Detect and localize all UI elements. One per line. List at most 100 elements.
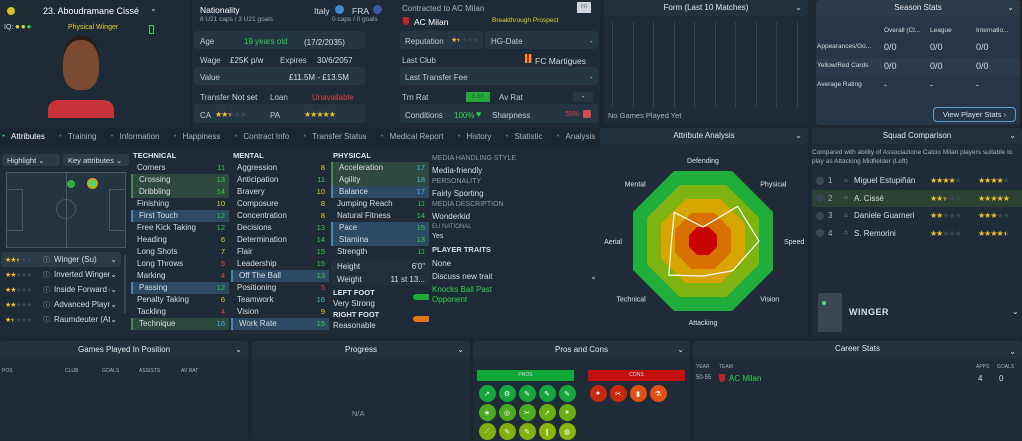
attribute-crossing[interactable]: Crossing 13 bbox=[131, 174, 229, 186]
radio-icon[interactable] bbox=[816, 194, 824, 203]
pro-icon[interactable]: ⚙ bbox=[498, 385, 516, 402]
position-selector[interactable]: WINGER bbox=[849, 307, 889, 317]
attribute-balance[interactable]: Balance 17 bbox=[331, 186, 429, 198]
attribute-technique[interactable]: Technique 16 bbox=[131, 318, 229, 330]
pro-icon[interactable]: ◍ bbox=[558, 423, 576, 440]
attribute-tackling[interactable]: Tackling 4 bbox=[131, 306, 229, 318]
tab-transfer-status[interactable]: Transfer Status bbox=[303, 132, 366, 141]
nation-fra[interactable]: FRA bbox=[352, 6, 369, 16]
pros-cons-header[interactable]: Pros and Cons ⌄ bbox=[473, 341, 690, 359]
last-club-link[interactable]: FC Martigues bbox=[535, 56, 587, 66]
pro-icon[interactable]: ✎ bbox=[558, 385, 576, 402]
tab-contract-info[interactable]: Contract Info bbox=[234, 132, 289, 141]
season-stats-header[interactable]: Season Stats ⌄ bbox=[816, 0, 1020, 16]
pro-icon[interactable]: ✎ bbox=[518, 385, 536, 402]
attribute-pace[interactable]: Pace 15 bbox=[331, 222, 429, 234]
attribute-stamina[interactable]: Stamina 13 bbox=[331, 234, 429, 246]
pro-icon[interactable]: ✎ bbox=[498, 423, 516, 440]
con-icon[interactable]: ▮ bbox=[629, 385, 647, 402]
attribute-positioning[interactable]: Positioning 5 bbox=[231, 282, 329, 294]
chevron-down-icon[interactable]: ⌄ bbox=[1012, 307, 1019, 316]
tab-attributes[interactable]: Attributes bbox=[2, 132, 45, 141]
pro-icon[interactable]: ✂ bbox=[518, 404, 536, 421]
attribute-decisions[interactable]: Decisions 13 bbox=[231, 222, 329, 234]
attribute-leadership[interactable]: Leadership 15 bbox=[231, 258, 329, 270]
squad-player-name[interactable]: Miguel Estupiñán bbox=[854, 176, 916, 186]
attribute-off-the-ball[interactable]: Off The Ball 13 bbox=[231, 270, 329, 282]
attribute-determination[interactable]: Determination 14 bbox=[231, 234, 329, 246]
attribute-passing[interactable]: Passing 12 bbox=[131, 282, 229, 294]
attribute-flair[interactable]: Flair 15 bbox=[231, 246, 329, 258]
attribute-anticipation[interactable]: Anticipation 11 bbox=[231, 174, 329, 186]
radio-icon[interactable] bbox=[816, 229, 824, 238]
tab-analysis[interactable]: Analysis bbox=[556, 132, 595, 141]
attribute-free-kick-taking[interactable]: Free Kick Taking 12 bbox=[131, 222, 229, 234]
attribute-dribbling[interactable]: Dribbling 14 bbox=[131, 186, 229, 198]
squad-row[interactable]: 4 ⌂ S. Remorini ★★★★★ ★★★★★ bbox=[812, 225, 1022, 243]
attribute-agility[interactable]: Agility 18 bbox=[331, 174, 429, 186]
role-item[interactable]: ★★★★★ ⓘ Advanced Playmak...⌄ bbox=[1, 297, 121, 312]
attribute-acceleration[interactable]: Acceleration 17 bbox=[331, 162, 429, 174]
attribute-vision[interactable]: Vision 9 bbox=[231, 306, 329, 318]
pro-icon[interactable]: ⟋ bbox=[478, 423, 496, 440]
squad-row[interactable]: 1 ⌂ Miguel Estupiñán ★★★★★ ★★★★★ bbox=[812, 172, 1022, 190]
tab-information[interactable]: Information bbox=[110, 132, 160, 141]
contract-club-link[interactable]: AC Milan bbox=[414, 17, 449, 27]
attribute-heading[interactable]: Heading 6 bbox=[131, 234, 229, 246]
squad-row[interactable]: 2 ⌂ A. Cissé ★★★★★ ★★★★★ bbox=[812, 189, 1022, 207]
role-item[interactable]: ★★★★★ ⓘ Raumdeuter (At) ⌄ bbox=[1, 312, 121, 327]
attribute-aggression[interactable]: Aggression 8 bbox=[231, 162, 329, 174]
squad-player-name[interactable]: Daniele Guarneri bbox=[854, 211, 915, 221]
radio-icon[interactable] bbox=[816, 176, 824, 185]
discuss-trait-dropdown[interactable]: Discuss new trait ⌄ bbox=[432, 271, 597, 283]
highlight-dropdown[interactable]: Highlight ⌄ bbox=[2, 154, 60, 166]
con-icon[interactable]: ✂ bbox=[609, 385, 627, 402]
games-in-position-header[interactable]: Games Played In Position ⌄ bbox=[0, 341, 248, 359]
squad-player-name[interactable]: S. Remorini bbox=[854, 228, 896, 238]
tab-statistic[interactable]: Statistic bbox=[505, 132, 542, 141]
role-item[interactable]: ★★★★★ ⓘ Winger (Su) ⌄ bbox=[1, 252, 121, 267]
squad-player-name[interactable]: A. Cissé bbox=[854, 193, 884, 203]
nation-italy[interactable]: Italy bbox=[314, 6, 330, 16]
attribute-corners[interactable]: Corners 11 bbox=[131, 162, 229, 174]
player-menu-chevron-icon[interactable]: ⌄ bbox=[150, 4, 157, 13]
tab-history[interactable]: History bbox=[457, 132, 492, 141]
con-icon[interactable]: ● bbox=[589, 385, 607, 402]
pro-icon[interactable]: ↗ bbox=[538, 404, 556, 421]
tab-medical-report[interactable]: Medical Report bbox=[381, 132, 444, 141]
pro-icon[interactable]: ● bbox=[558, 404, 576, 421]
form-header[interactable]: Form (Last 10 Matches) ⌄ bbox=[604, 0, 808, 16]
attribute-concentration[interactable]: Concentration 8 bbox=[231, 210, 329, 222]
attribute-penalty-taking[interactable]: Penalty Taking 6 bbox=[131, 294, 229, 306]
career-stats-header[interactable]: Career Stats ⌄ bbox=[693, 341, 1022, 359]
radio-icon[interactable] bbox=[816, 211, 824, 220]
view-player-stats-button[interactable]: View Player Stats › bbox=[933, 107, 1016, 122]
attribute-composure[interactable]: Composure 8 bbox=[231, 198, 329, 210]
attribute-teamwork[interactable]: Teamwork 16 bbox=[231, 294, 329, 306]
con-icon[interactable]: ⚗ bbox=[649, 385, 667, 402]
attribute-strength[interactable]: Strength 11 bbox=[331, 246, 429, 258]
attribute-analysis-header[interactable]: Attribute Analysis ⌄ bbox=[600, 128, 808, 144]
attribute-first-touch[interactable]: First Touch 12 bbox=[131, 210, 229, 222]
tab-happiness[interactable]: Happiness bbox=[174, 132, 221, 141]
career-team-link[interactable]: AC Milan bbox=[729, 374, 762, 383]
key-attributes-dropdown[interactable]: Key attributes ⌄ bbox=[63, 154, 129, 166]
role-item[interactable]: ★★★★★ ⓘ Inside Forward (Su)⌄ bbox=[1, 282, 121, 297]
pro-icon[interactable]: ↗ bbox=[478, 385, 496, 402]
tab-training[interactable]: Training bbox=[59, 132, 97, 141]
squad-row[interactable]: 3 ⌂ Daniele Guarneri ★★★★★ ★★★★★ bbox=[812, 207, 1022, 225]
role-scrollbar[interactable] bbox=[124, 255, 126, 313]
squad-comparison-header[interactable]: Squad Comparison ⌄ bbox=[812, 128, 1022, 144]
pro-icon[interactable]: ◎ bbox=[498, 404, 516, 421]
attribute-marking[interactable]: Marking 4 bbox=[131, 270, 229, 282]
pro-icon[interactable]: ★ bbox=[478, 404, 496, 421]
attribute-natural-fitness[interactable]: Natural Fitness 14 bbox=[331, 210, 429, 222]
attribute-long-throws[interactable]: Long Throws 5 bbox=[131, 258, 229, 270]
pro-icon[interactable]: ✎ bbox=[538, 385, 556, 402]
attribute-bravery[interactable]: Bravery 10 bbox=[231, 186, 329, 198]
pro-icon[interactable]: ✎ bbox=[518, 423, 536, 440]
attribute-long-shots[interactable]: Long Shots 7 bbox=[131, 246, 229, 258]
attribute-finishing[interactable]: Finishing 10 bbox=[131, 198, 229, 210]
progress-header[interactable]: Progress ⌄ bbox=[252, 341, 470, 359]
role-item[interactable]: ★★★★★ ⓘ Inverted Winger (At)⌄ bbox=[1, 267, 121, 282]
